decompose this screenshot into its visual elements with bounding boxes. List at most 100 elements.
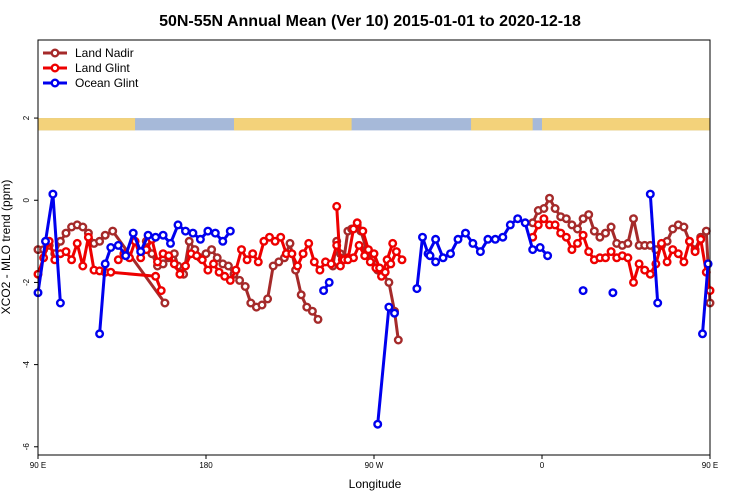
data-point (298, 249, 308, 259)
data-point (164, 251, 174, 261)
data-point (246, 298, 256, 308)
data-point (259, 236, 269, 246)
data-point (121, 251, 131, 261)
data-point (95, 329, 105, 339)
data-point (418, 232, 428, 242)
data-point (218, 236, 228, 246)
data-point (195, 234, 205, 244)
strip-land (471, 118, 533, 131)
data-point (696, 234, 706, 244)
data-point (106, 267, 116, 277)
data-point (236, 245, 246, 255)
data-point (446, 249, 456, 259)
y-tick-label: -4 (22, 361, 31, 369)
data-point (210, 228, 220, 238)
data-point (61, 247, 71, 257)
data-point (412, 284, 422, 294)
data-point (326, 259, 336, 269)
data-point (192, 251, 202, 261)
data-point (690, 247, 700, 257)
data-point (388, 238, 398, 248)
data-point (158, 230, 168, 240)
legend-label: Land Glint (75, 61, 130, 75)
data-point (373, 419, 383, 429)
data-point (268, 261, 278, 271)
data-point (257, 300, 267, 310)
y-tick-label: 2 (22, 115, 31, 120)
data-point (397, 255, 407, 265)
data-point (606, 222, 616, 232)
data-point (573, 224, 583, 234)
data-point (634, 259, 644, 269)
data-point (143, 230, 153, 240)
data-point (160, 298, 170, 308)
data-point (578, 286, 588, 296)
data-point (528, 245, 538, 255)
data-point (180, 226, 190, 236)
data-point (438, 253, 448, 263)
series-land-glint (33, 201, 715, 296)
data-point (78, 261, 88, 271)
data-point (623, 238, 633, 248)
data-point (165, 238, 175, 248)
x-tick-label: 90 W (365, 461, 384, 470)
data-point (335, 261, 345, 271)
data-point (369, 249, 379, 259)
data-point (668, 224, 678, 234)
data-point (629, 277, 639, 287)
x-tick-label: 90 E (702, 461, 718, 470)
data-point (386, 259, 396, 269)
data-point (208, 259, 218, 269)
data-point (567, 245, 577, 255)
y-axis: -6 -4 -2 0 2 (22, 115, 38, 450)
data-point (83, 232, 93, 242)
data-point (106, 242, 116, 252)
data-point (95, 236, 105, 246)
data-point (188, 228, 198, 238)
data-point (72, 238, 82, 248)
data-point (324, 277, 334, 287)
data-point (225, 275, 235, 285)
data-point (253, 257, 263, 267)
data-point (151, 271, 161, 281)
series-line (36, 192, 62, 304)
strip-land (542, 118, 710, 131)
data-point (242, 255, 252, 265)
data-point (475, 247, 485, 257)
data-point (307, 306, 317, 316)
data-point (545, 193, 555, 203)
data-point (128, 228, 138, 238)
data-point (490, 234, 500, 244)
data-point (265, 232, 275, 242)
series-line (701, 263, 710, 334)
data-point (431, 234, 441, 244)
data-point (561, 214, 571, 224)
data-point (483, 234, 493, 244)
data-point (225, 226, 235, 236)
data-point (595, 232, 605, 242)
data-point (550, 220, 560, 230)
data-point (207, 245, 217, 255)
data-point (270, 236, 280, 246)
data-point (453, 234, 463, 244)
y-tick-label: 0 (22, 197, 31, 202)
data-point (152, 257, 162, 267)
data-point (203, 226, 213, 236)
data-point (41, 236, 51, 246)
data-point (513, 214, 523, 224)
x-tick-label: 180 (199, 461, 213, 470)
data-point (608, 288, 618, 298)
data-point (589, 226, 599, 236)
data-point (67, 255, 77, 265)
data-point (425, 251, 435, 261)
data-point (584, 210, 594, 220)
data-point (461, 228, 471, 238)
data-point (309, 257, 319, 267)
legend-label: Land Nadir (75, 46, 134, 60)
data-point (657, 238, 667, 248)
data-point (550, 203, 560, 213)
data-point (623, 253, 633, 263)
data-point (556, 228, 566, 238)
data-point (539, 214, 549, 224)
